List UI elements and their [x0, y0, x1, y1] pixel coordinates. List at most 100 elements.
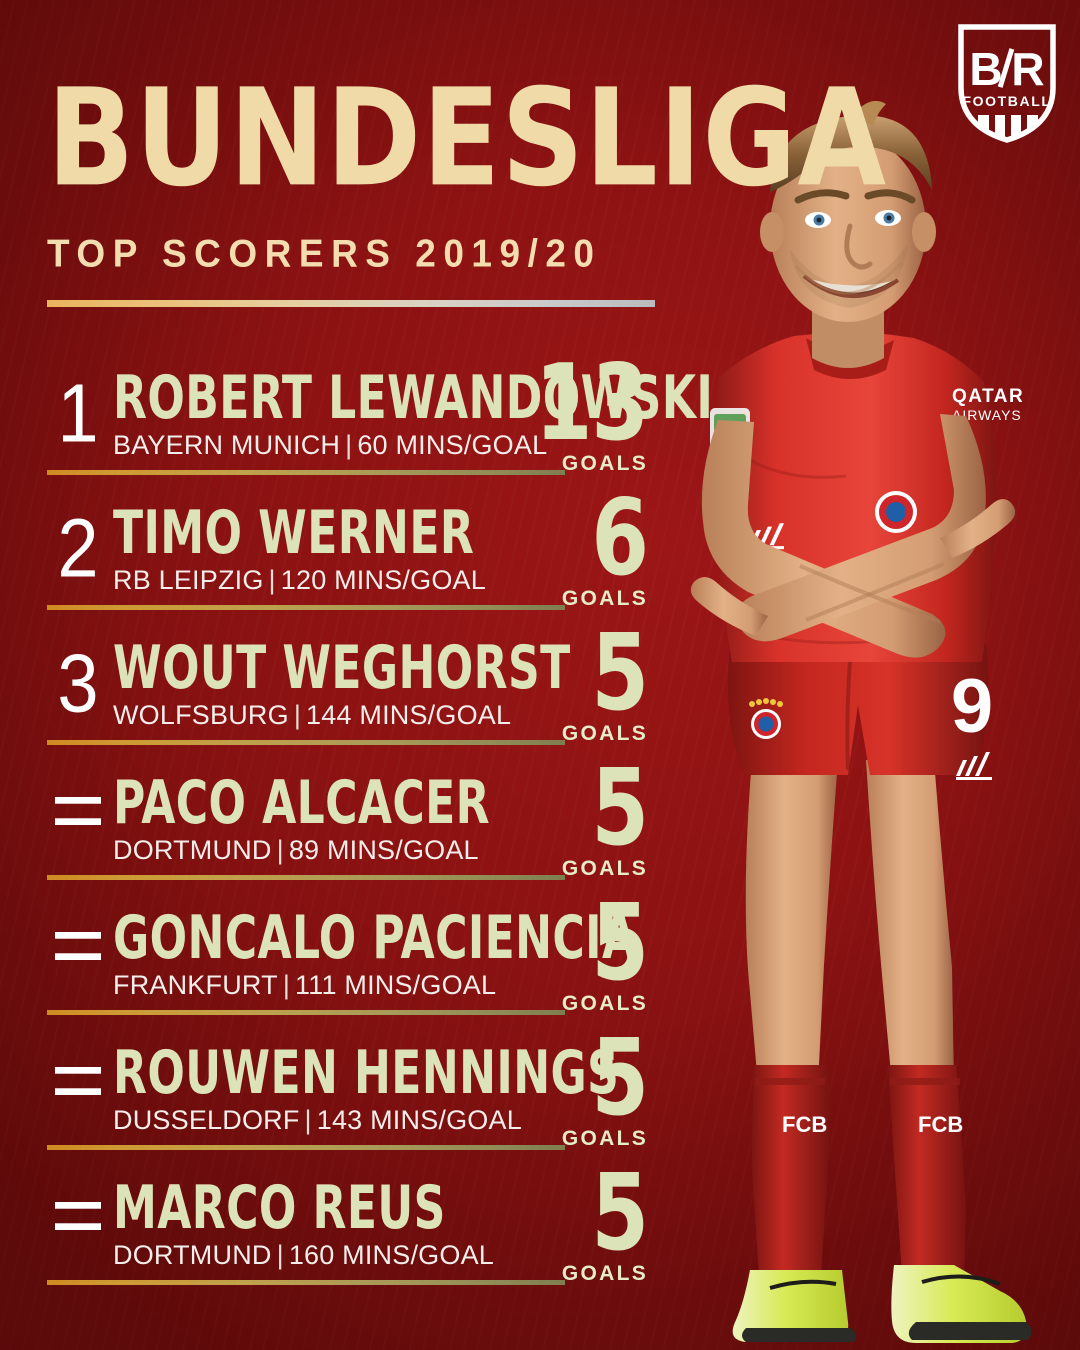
row-divider — [47, 740, 565, 745]
rank-number: 2 — [57, 501, 99, 595]
player-club: BAYERN MUNICH — [113, 430, 341, 460]
row-divider — [47, 1145, 565, 1150]
player-name: ROBERT LEWANDOWSKI — [113, 363, 714, 433]
goals-block: 5 GOALS — [430, 1017, 649, 1151]
player-name: GONCALO PACIENCIA — [113, 903, 637, 973]
player-name: PACO ALCACER — [113, 768, 490, 838]
player-meta: FRANKFURT | 111 MINS/GOAL — [113, 972, 496, 999]
player-mins: 60 MINS/GOAL — [357, 430, 548, 460]
svg-text:R: R — [1011, 43, 1044, 95]
table-row: ROUWEN HENNINGS DUSSELDORF | 143 MINS/GOAL… — [0, 1026, 680, 1170]
equals-bar-bottom — [55, 1223, 101, 1230]
goals-label: GOALS — [561, 451, 648, 475]
player-club: FRANKFURT — [113, 970, 278, 1000]
meta-separator: | — [304, 1105, 312, 1135]
meta-separator: | — [282, 970, 291, 1000]
svg-text:9: 9 — [951, 664, 993, 749]
rank-tied-marker — [47, 1202, 109, 1230]
player-meta: DUSSELDORF | 143 MINS/GOAL — [113, 1107, 522, 1134]
goals-block: 5 GOALS — [430, 882, 649, 1016]
equals-bar-bottom — [55, 818, 101, 825]
rank-number: 3 — [57, 636, 99, 730]
player-meta: RB LEIPZIG | 120 MINS/GOAL — [113, 567, 486, 594]
goals-count: 6 — [591, 477, 649, 600]
scorer-list: 1 ROBERT LEWANDOWSKI BAYERN MUNICH | 60 MI… — [0, 351, 713, 1305]
svg-text:FCB: FCB — [918, 1112, 963, 1137]
row-divider — [47, 1280, 565, 1285]
goals-count: 5 — [591, 1017, 649, 1140]
equals-bar-bottom — [55, 953, 101, 960]
table-row: 1 ROBERT LEWANDOWSKI BAYERN MUNICH | 60 MI… — [0, 351, 713, 495]
table-row: PACO ALCACER DORTMUND | 89 MINS/GOAL 5 GOA… — [0, 756, 680, 900]
br-football-logo: B R FOOTBALL — [956, 22, 1058, 144]
player-club: RB LEIPZIG — [113, 565, 264, 595]
meta-separator: | — [276, 835, 284, 865]
meta-separator: | — [345, 430, 353, 460]
player-name: MARCO REUS — [113, 1173, 446, 1243]
equals-bar-top — [55, 932, 101, 939]
meta-separator: | — [293, 700, 302, 730]
svg-text:FOOTBALL: FOOTBALL — [962, 93, 1051, 109]
player-mins: 120 MINS/GOAL — [280, 565, 486, 595]
table-row: 2 TIMO WERNER RB LEIPZIG | 120 MINS/GOAL 6… — [0, 486, 680, 630]
meta-separator: | — [268, 565, 276, 595]
goals-label: GOALS — [561, 721, 648, 745]
player-club: DORTMUND — [113, 835, 272, 865]
goals-count: 5 — [591, 1152, 649, 1275]
goals-count: 5 — [591, 882, 649, 1005]
goals-block: 5 GOALS — [430, 747, 649, 881]
player-meta: DORTMUND | 89 MINS/GOAL — [113, 837, 479, 864]
header-divider — [47, 300, 655, 308]
table-row: 3 WOUT WEGHORST WOLFSBURG | 144 MINS/GOAL … — [0, 621, 680, 765]
goals-label: GOALS — [561, 1126, 648, 1150]
page-title: BUNDESLIGA — [47, 61, 888, 217]
header: BUNDESLIGA TOP SCORERS 2019/20 — [47, 72, 886, 308]
player-mins: 144 MINS/GOAL — [306, 700, 512, 730]
page-subtitle: TOP SCORERS 2019/20 — [47, 232, 602, 276]
svg-text:AIRWAYS: AIRWAYS — [952, 407, 1022, 423]
player-name: WOUT WEGHORST — [113, 633, 571, 703]
meta-separator: | — [276, 1240, 284, 1270]
row-divider — [47, 875, 565, 880]
player-club: DORTMUND — [113, 1240, 272, 1270]
table-row: GONCALO PACIENCIA FRANKFURT | 111 MINS/GOA… — [0, 891, 680, 1035]
row-divider — [47, 1010, 565, 1015]
player-photo: FCB FCB 9 — [600, 60, 1080, 1350]
player-meta: DORTMUND | 160 MINS/GOAL — [113, 1242, 494, 1269]
rank-tied-marker — [47, 797, 109, 825]
player-name: ROUWEN HENNINGS — [113, 1038, 620, 1108]
rank-number: 1 — [57, 366, 99, 460]
rank-tied-marker — [47, 932, 109, 960]
equals-bar-top — [55, 1202, 101, 1209]
goals-count: 5 — [591, 612, 649, 735]
goals-block: 5 GOALS — [430, 612, 649, 746]
row-divider — [47, 470, 565, 475]
equals-bar-top — [55, 797, 101, 804]
row-divider — [47, 605, 565, 610]
svg-text:B: B — [969, 43, 1002, 95]
goals-label: GOALS — [561, 1261, 648, 1285]
player-mins: 143 MINS/GOAL — [316, 1105, 522, 1135]
player-mins: 111 MINS/GOAL — [295, 970, 497, 1000]
player-club: WOLFSBURG — [113, 700, 289, 730]
svg-text:QATAR: QATAR — [952, 386, 1024, 407]
goals-block: 6 GOALS — [430, 477, 649, 611]
equals-bar-top — [55, 1067, 101, 1074]
player-name: TIMO WERNER — [113, 498, 475, 568]
goals-block: 5 GOALS — [430, 1152, 649, 1286]
goals-count: 13 — [534, 342, 649, 465]
equals-bar-bottom — [55, 1088, 101, 1095]
player-mins: 89 MINS/GOAL — [288, 835, 479, 865]
svg-text:FCB: FCB — [782, 1112, 827, 1137]
player-meta: BAYERN MUNICH | 60 MINS/GOAL — [113, 432, 547, 459]
goals-label: GOALS — [561, 856, 648, 880]
player-meta: WOLFSBURG | 144 MINS/GOAL — [113, 702, 511, 729]
goals-label: GOALS — [561, 586, 648, 610]
player-mins: 160 MINS/GOAL — [288, 1240, 494, 1270]
player-club: DUSSELDORF — [113, 1105, 300, 1135]
goals-count: 5 — [591, 747, 649, 870]
rank-tied-marker — [47, 1067, 109, 1095]
goals-block: 13 GOALS — [430, 342, 649, 476]
table-row: MARCO REUS DORTMUND | 160 MINS/GOAL 5 GOAL… — [0, 1161, 680, 1305]
